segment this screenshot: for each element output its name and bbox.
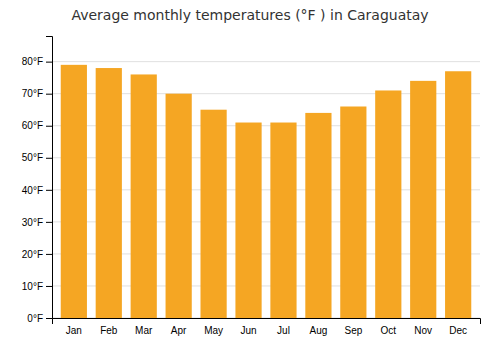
tick-label: Nov	[414, 325, 432, 336]
axis-line	[46, 37, 53, 319]
bar	[166, 94, 192, 318]
tick-label: 30°F	[22, 217, 43, 228]
bar	[96, 68, 122, 318]
tick-label: Feb	[100, 325, 118, 336]
tick: 60°F	[22, 120, 52, 131]
tick: 0°F	[27, 313, 52, 324]
tick-label: 20°F	[22, 249, 43, 260]
tick-label: Jun	[240, 325, 256, 336]
x-axis: Jan Feb Mar Apr May Jun Jul Aug Sep Oct Nov Dec	[53, 319, 481, 337]
tick-label: 60°F	[22, 120, 43, 131]
tick-label: 10°F	[22, 281, 43, 292]
tick: May	[204, 325, 223, 336]
bar	[235, 123, 261, 318]
tick: Sep	[344, 325, 362, 336]
tick: Jan	[66, 325, 82, 336]
tick-label: Apr	[171, 325, 187, 336]
tick-label: Mar	[135, 325, 153, 336]
tick: Nov	[414, 325, 432, 336]
tick-label: Jul	[277, 325, 290, 336]
tick: 70°F	[22, 88, 52, 99]
y-axis: 0°F 10°F 20°F 30°F 40°F 50°F 60°F 70°F 80°F	[22, 37, 53, 324]
tick-mark	[46, 286, 52, 287]
tick-label: Sep	[344, 325, 362, 336]
tick: 30°F	[22, 217, 52, 228]
tick: Dec	[449, 325, 467, 336]
tick-mark	[46, 254, 52, 255]
tick: Mar	[135, 325, 153, 336]
tick-label: 50°F	[22, 152, 43, 163]
grid	[52, 62, 480, 318]
tick-mark	[46, 158, 52, 159]
tick-label: Oct	[381, 325, 397, 336]
tick: 50°F	[22, 152, 52, 163]
tick-label: 0°F	[27, 313, 43, 324]
plot: 0°F 10°F 20°F 30°F 40°F 50°F 60°F 70°F 80°F Jan Fe…	[22, 37, 481, 337]
tick-label: Dec	[449, 325, 467, 336]
tick: 40°F	[22, 185, 52, 196]
bar	[410, 81, 436, 318]
title: Average monthly temperatures (°F ) in Ca…	[71, 7, 428, 23]
tick: Oct	[381, 325, 397, 336]
tick: Jul	[277, 325, 290, 336]
bar	[445, 71, 471, 318]
tick: 80°F	[22, 56, 52, 67]
tick-label: Aug	[310, 325, 328, 336]
bars	[61, 65, 472, 318]
tick: 10°F	[22, 281, 52, 292]
bar	[375, 90, 401, 318]
grid-line	[52, 61, 480, 62]
tick-mark	[46, 62, 52, 63]
tick: Apr	[171, 325, 187, 336]
bar	[270, 123, 296, 318]
tick-label: 40°F	[22, 185, 43, 196]
tick-mark	[46, 126, 52, 127]
axis-line	[53, 319, 481, 325]
tick-label: May	[204, 325, 223, 336]
tick: Feb	[100, 325, 118, 336]
tick-mark	[46, 318, 52, 319]
tick-mark	[46, 222, 52, 223]
tick-label: 70°F	[22, 88, 43, 99]
tick: Jun	[240, 325, 256, 336]
bar	[340, 107, 366, 319]
tick-label: Jan	[66, 325, 82, 336]
bar	[200, 110, 226, 318]
tick-mark	[46, 190, 52, 191]
tick-mark	[46, 94, 52, 95]
bar	[131, 74, 157, 318]
tick: 20°F	[22, 249, 52, 260]
chart: 0°F 10°F 20°F 30°F 40°F 50°F 60°F 70°F 80°F Jan Fe…	[0, 0, 500, 350]
bar	[305, 113, 331, 318]
tick: Aug	[310, 325, 328, 336]
tick-label: 80°F	[22, 56, 43, 67]
bar	[61, 65, 87, 318]
